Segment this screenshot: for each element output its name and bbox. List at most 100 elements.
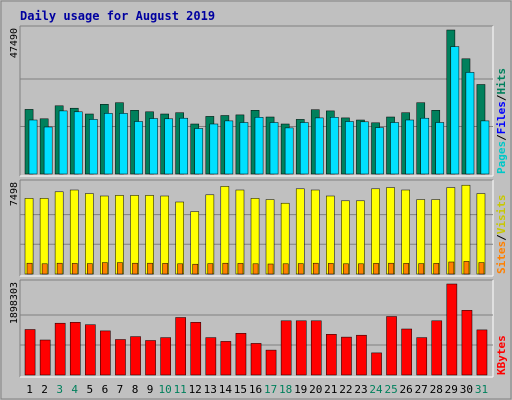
bar-visits-day-15 [235, 189, 245, 275]
bar-files-day-15 [239, 122, 249, 175]
bar-sites-day-4 [71, 263, 78, 275]
bar-sites-day-9 [147, 262, 153, 275]
bar-visits-day-29 [446, 187, 456, 275]
bar-kbytes-day-29 [446, 283, 458, 376]
day-label: 21 [324, 383, 337, 396]
bar-visits-day-24 [371, 188, 380, 275]
bar-files-day-6 [104, 113, 113, 175]
day-label: 12 [189, 383, 202, 396]
bar-sites-day-10 [162, 263, 168, 275]
bar-visits-day-6 [100, 195, 109, 275]
day-label: 11 [174, 383, 187, 396]
bar-visits-day-28 [431, 199, 441, 275]
bar-files-day-5 [89, 119, 98, 175]
bar-sites-day-8 [132, 262, 138, 275]
bar-sites-day-26 [403, 263, 409, 275]
bar-sites-day-28 [433, 263, 440, 275]
legend-item: KBytes [495, 335, 508, 375]
bar-files-day-4 [73, 111, 83, 175]
bar-kbytes-day-21 [326, 334, 337, 376]
bar-sites-day-29 [448, 261, 455, 275]
bar-kbytes-day-8 [130, 336, 141, 376]
bar-kbytes-day-1 [24, 329, 36, 376]
bar-visits-day-17 [265, 199, 275, 275]
bar-kbytes-day-27 [416, 337, 428, 376]
day-label: 20 [309, 383, 322, 396]
bar-visits-day-2 [39, 198, 49, 275]
bar-visits-day-20 [310, 189, 320, 275]
bar-sites-day-7 [117, 262, 123, 275]
bar-files-day-26 [405, 119, 414, 175]
legend-item: Hits [495, 68, 508, 95]
bar-visits-day-22 [341, 200, 350, 275]
bar-visits-day-26 [401, 189, 410, 275]
bar-visits-day-8 [130, 195, 139, 275]
day-label: 14 [219, 383, 233, 396]
bar-visits-day-13 [205, 194, 215, 275]
bar-files-day-29 [450, 46, 460, 175]
chart-title: Daily usage for August 2019 [20, 9, 215, 23]
ymax-label: 7498 [9, 182, 20, 206]
bar-files-day-27 [420, 117, 430, 175]
day-label: 28 [430, 383, 443, 396]
bar-visits-day-21 [326, 195, 335, 275]
bar-kbytes-day-5 [85, 324, 96, 376]
bar-kbytes-day-15 [235, 333, 247, 376]
day-label: 8 [132, 383, 139, 396]
bar-kbytes-day-13 [205, 337, 217, 376]
legend-item: Visits [495, 195, 508, 235]
bar-sites-day-1 [26, 262, 33, 275]
panel-kbytes: 1898303 KBytes [9, 279, 508, 378]
bar-visits-day-18 [280, 202, 290, 275]
day-label: 25 [384, 383, 397, 396]
panel-legend: Pages/Files/Hits [495, 68, 508, 174]
panel-legend: Sites/Visits [495, 195, 508, 275]
bar-files-day-18 [284, 127, 294, 175]
bar-sites-day-18 [282, 263, 289, 275]
bar-sites-day-13 [207, 263, 214, 275]
day-label: 29 [445, 383, 458, 396]
bar-files-day-11 [179, 117, 188, 175]
bar-sites-day-31 [478, 262, 485, 275]
day-label: 26 [399, 383, 412, 396]
bar-kbytes-day-25 [386, 316, 397, 376]
day-label: 5 [86, 383, 93, 396]
bar-sites-day-17 [267, 263, 274, 275]
bar-files-day-10 [164, 118, 173, 175]
bar-kbytes-day-16 [250, 343, 262, 376]
bar-sites-day-23 [358, 263, 364, 275]
bar-sites-day-16 [252, 263, 259, 275]
bar-visits-day-4 [69, 189, 79, 275]
bar-sites-day-11 [177, 263, 183, 275]
bar-sites-day-21 [328, 263, 334, 275]
day-label: 18 [279, 383, 292, 396]
day-axis: 1 2 3 4 5 6 7 8 9 10 11 12 13 14 15 16 17 18 19 20 21 22 23 24 2… [26, 383, 488, 396]
bar-visits-day-11 [175, 201, 184, 275]
bar-kbytes-day-6 [100, 330, 111, 376]
bar-kbytes-day-18 [280, 320, 292, 376]
bar-files-day-3 [58, 110, 68, 175]
bar-kbytes-day-19 [295, 320, 307, 376]
bar-sites-day-25 [388, 262, 394, 275]
bar-files-day-14 [224, 120, 234, 175]
day-label: 10 [158, 383, 171, 396]
day-label: 3 [56, 383, 63, 396]
bar-files-day-17 [269, 122, 279, 175]
bar-visits-day-19 [295, 188, 305, 275]
day-label: 6 [102, 383, 109, 396]
bar-kbytes-day-22 [341, 336, 352, 376]
bar-visits-day-5 [85, 193, 94, 275]
day-label: 15 [234, 383, 247, 396]
bar-kbytes-day-12 [190, 322, 202, 376]
bar-kbytes-day-7 [115, 339, 126, 376]
bar-files-day-22 [345, 121, 354, 175]
bar-visits-day-25 [386, 187, 395, 275]
day-label: 4 [71, 383, 78, 396]
bar-sites-day-20 [312, 262, 319, 275]
day-label: 22 [339, 383, 352, 396]
bar-sites-day-5 [87, 263, 93, 275]
bar-files-day-23 [360, 121, 369, 175]
bar-visits-day-7 [115, 195, 124, 275]
legend-item: / [495, 134, 508, 141]
bar-sites-day-12 [192, 263, 199, 275]
